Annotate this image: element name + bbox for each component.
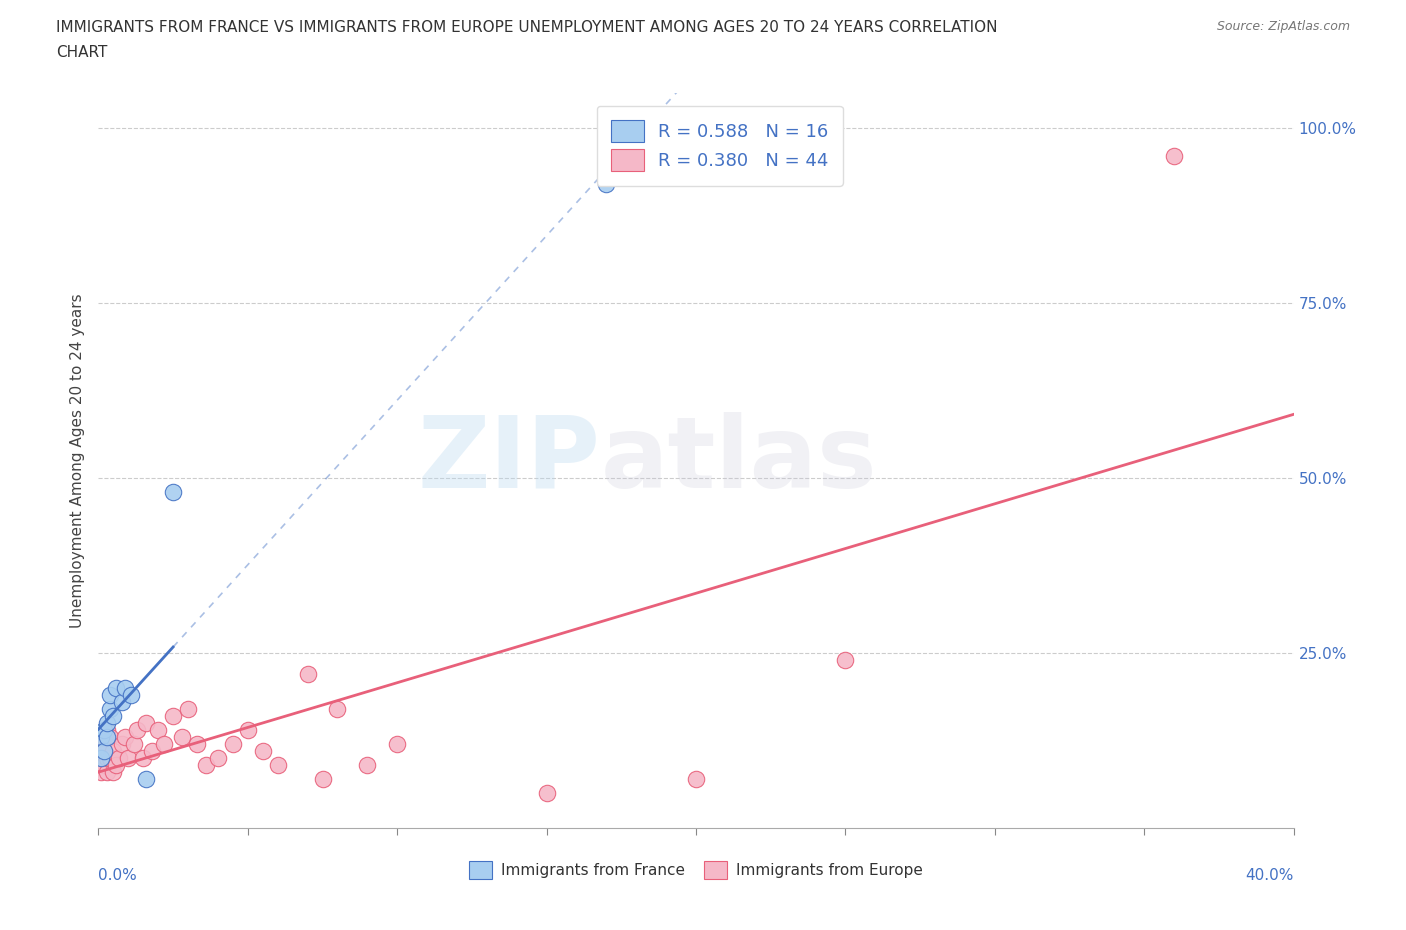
Point bbox=[96, 764, 118, 779]
Point bbox=[162, 709, 184, 724]
Point bbox=[96, 729, 118, 744]
Text: IMMIGRANTS FROM FRANCE VS IMMIGRANTS FROM EUROPE UNEMPLOYMENT AMONG AGES 20 TO 2: IMMIGRANTS FROM FRANCE VS IMMIGRANTS FRO… bbox=[56, 20, 998, 35]
Legend: Immigrants from France, Immigrants from Europe: Immigrants from France, Immigrants from … bbox=[461, 853, 931, 886]
Text: atlas: atlas bbox=[600, 412, 877, 509]
Point bbox=[162, 485, 184, 499]
Point bbox=[103, 764, 125, 779]
Point bbox=[267, 757, 290, 772]
Point bbox=[141, 743, 163, 758]
Point bbox=[124, 737, 146, 751]
Point bbox=[98, 729, 122, 744]
Point bbox=[93, 743, 115, 758]
Point bbox=[103, 743, 125, 758]
Point bbox=[105, 681, 128, 696]
Text: Source: ZipAtlas.com: Source: ZipAtlas.com bbox=[1216, 20, 1350, 33]
Point bbox=[98, 701, 122, 716]
Point bbox=[297, 666, 319, 681]
Point bbox=[135, 771, 157, 786]
Point bbox=[108, 751, 131, 765]
Point bbox=[111, 695, 134, 710]
Point bbox=[98, 687, 122, 702]
Point bbox=[186, 737, 208, 751]
Point bbox=[98, 751, 122, 765]
Point bbox=[93, 729, 115, 744]
Point bbox=[222, 737, 245, 751]
Point bbox=[252, 743, 274, 758]
Point bbox=[90, 737, 112, 751]
Point bbox=[1163, 149, 1185, 164]
Point bbox=[148, 723, 170, 737]
Point bbox=[114, 729, 136, 744]
Point bbox=[96, 751, 118, 765]
Point bbox=[236, 723, 259, 737]
Point bbox=[153, 737, 176, 751]
Point bbox=[132, 751, 155, 765]
Point bbox=[93, 757, 115, 772]
Point bbox=[177, 701, 200, 716]
Point bbox=[93, 723, 115, 737]
Point bbox=[90, 751, 112, 765]
Point bbox=[595, 177, 617, 192]
Point bbox=[195, 757, 218, 772]
Point bbox=[117, 751, 139, 765]
Point bbox=[356, 757, 378, 772]
Text: 40.0%: 40.0% bbox=[1246, 868, 1294, 884]
Point bbox=[385, 737, 409, 751]
Text: ZIP: ZIP bbox=[418, 412, 600, 509]
Point bbox=[536, 785, 558, 800]
Point bbox=[834, 652, 856, 667]
Point bbox=[105, 757, 128, 772]
Point bbox=[685, 771, 707, 786]
Point bbox=[93, 743, 115, 758]
Y-axis label: Unemployment Among Ages 20 to 24 years: Unemployment Among Ages 20 to 24 years bbox=[69, 293, 84, 628]
Point bbox=[96, 715, 118, 730]
Point bbox=[96, 723, 118, 737]
Point bbox=[111, 737, 134, 751]
Point bbox=[172, 729, 194, 744]
Point bbox=[135, 715, 157, 730]
Point bbox=[114, 681, 136, 696]
Text: 0.0%: 0.0% bbox=[98, 868, 138, 884]
Text: CHART: CHART bbox=[56, 45, 108, 60]
Point bbox=[90, 729, 112, 744]
Point bbox=[207, 751, 229, 765]
Point bbox=[103, 709, 125, 724]
Point bbox=[120, 687, 142, 702]
Point bbox=[90, 751, 112, 765]
Point bbox=[311, 771, 333, 786]
Point bbox=[127, 723, 149, 737]
Point bbox=[90, 764, 112, 779]
Point bbox=[326, 701, 349, 716]
